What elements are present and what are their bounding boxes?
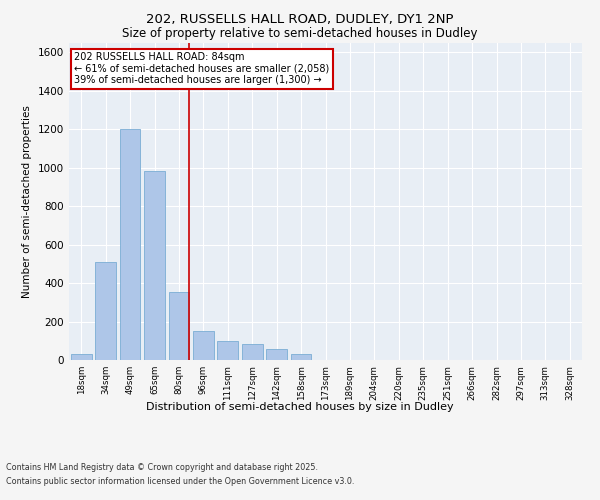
Bar [290, 354, 311, 360]
Bar [242, 344, 263, 360]
Text: Distribution of semi-detached houses by size in Dudley: Distribution of semi-detached houses by … [146, 402, 454, 412]
Y-axis label: Number of semi-detached properties: Number of semi-detached properties [22, 105, 32, 298]
Bar [193, 331, 214, 360]
Bar [169, 292, 190, 360]
Bar [217, 341, 238, 360]
Bar [95, 262, 116, 360]
Bar [266, 350, 287, 360]
Bar [119, 129, 140, 360]
Bar [71, 354, 92, 360]
Bar [144, 172, 165, 360]
Text: Contains HM Land Registry data © Crown copyright and database right 2025.: Contains HM Land Registry data © Crown c… [6, 462, 318, 471]
Text: Contains public sector information licensed under the Open Government Licence v3: Contains public sector information licen… [6, 478, 355, 486]
Text: Size of property relative to semi-detached houses in Dudley: Size of property relative to semi-detach… [122, 28, 478, 40]
Text: 202 RUSSELLS HALL ROAD: 84sqm
← 61% of semi-detached houses are smaller (2,058)
: 202 RUSSELLS HALL ROAD: 84sqm ← 61% of s… [74, 52, 329, 85]
Text: 202, RUSSELLS HALL ROAD, DUDLEY, DY1 2NP: 202, RUSSELLS HALL ROAD, DUDLEY, DY1 2NP [146, 12, 454, 26]
